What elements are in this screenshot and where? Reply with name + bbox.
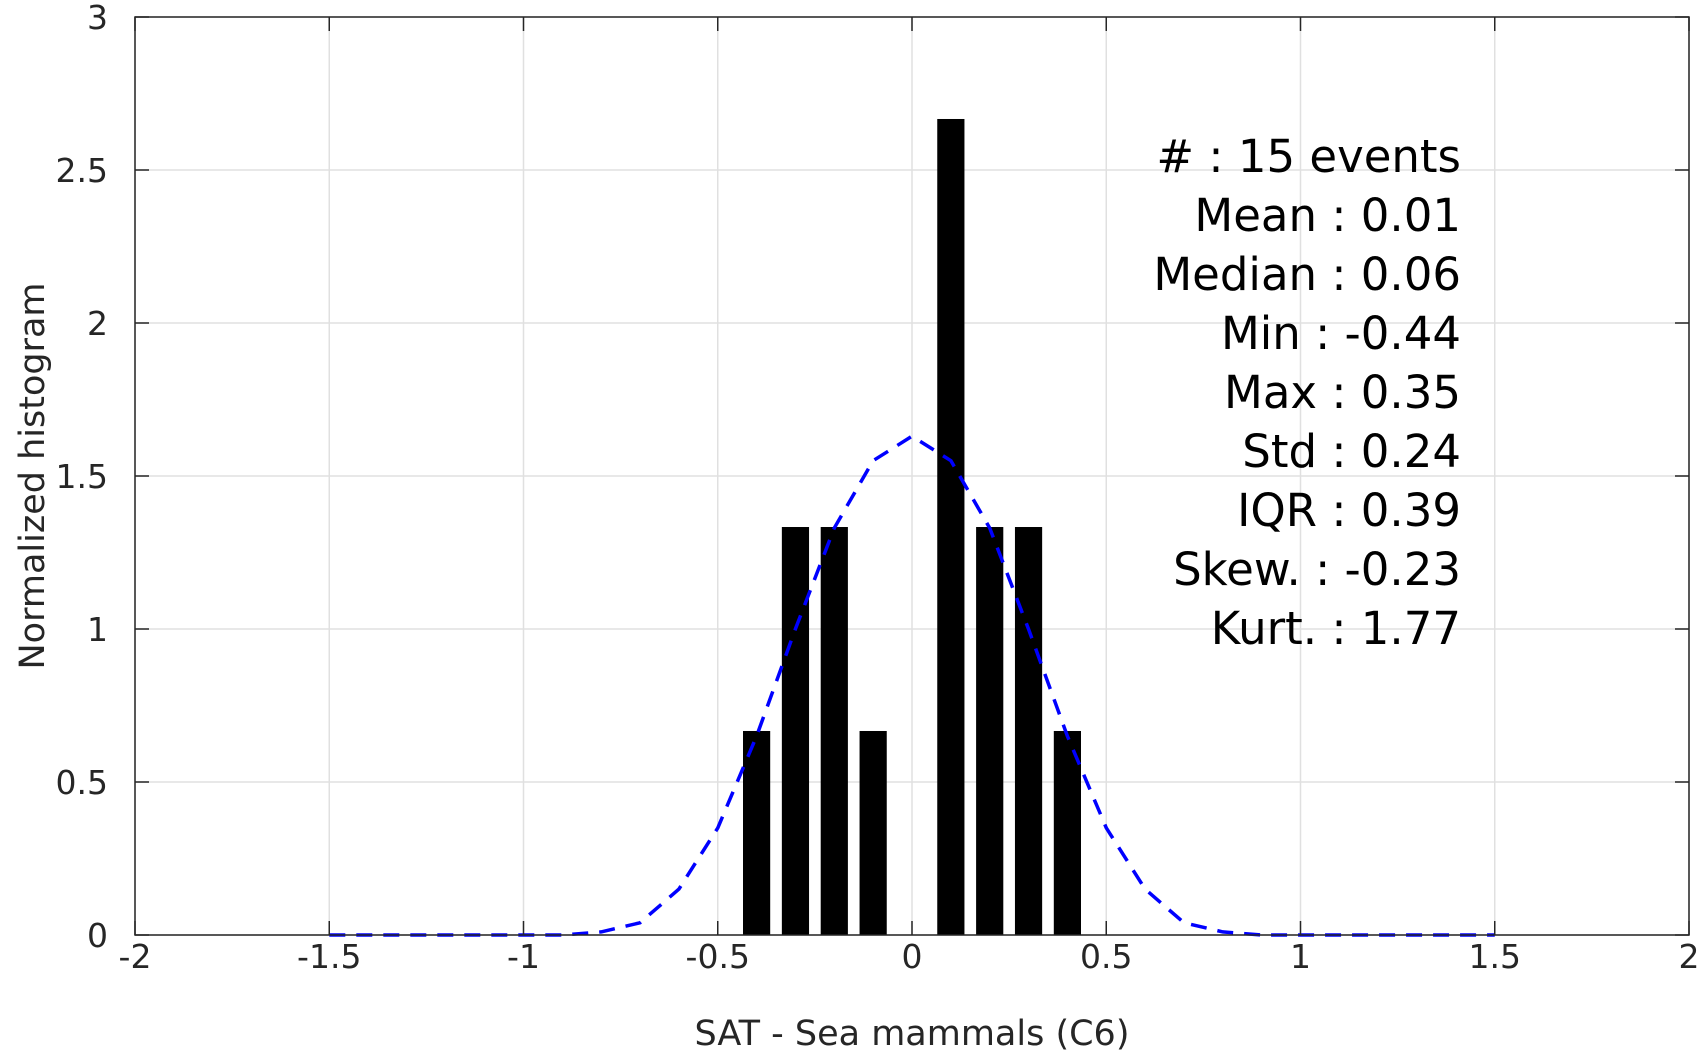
histogram-bar xyxy=(743,730,771,935)
y-tick-label: 3 xyxy=(87,0,108,37)
x-tick-label: 0 xyxy=(902,937,923,976)
y-tick-label: 2 xyxy=(87,304,108,343)
histogram-bar xyxy=(820,527,848,935)
y-tick-label: 0.5 xyxy=(56,763,108,802)
stat-line: Std : 0.24 xyxy=(1242,425,1461,478)
stat-line: IQR : 0.39 xyxy=(1237,484,1461,537)
x-tick-label: -0.5 xyxy=(686,937,750,976)
y-tick-labels: 0 0.5 1 1.5 2 2.5 3 xyxy=(56,0,108,955)
stat-line: Min : -0.44 xyxy=(1221,307,1461,360)
x-tick-label: 0.5 xyxy=(1080,937,1132,976)
y-tick-label: 0 xyxy=(87,916,108,955)
stat-line: # : 15 events xyxy=(1156,130,1461,183)
stat-line: Mean : 0.01 xyxy=(1194,189,1461,242)
histogram-bar xyxy=(781,527,810,935)
x-tick-label: 1.5 xyxy=(1469,937,1521,976)
stat-line: Kurt. : 1.77 xyxy=(1211,602,1461,655)
y-axis-label: Normalized histogram xyxy=(13,282,53,669)
gaussian-fit-curve xyxy=(329,434,1495,937)
x-tick-label: -1 xyxy=(507,937,540,976)
y-tick-label: 1 xyxy=(87,610,108,649)
stat-line: Max : 0.35 xyxy=(1224,366,1461,419)
histogram-bar xyxy=(976,527,1004,935)
histogram-bars xyxy=(743,118,1081,935)
x-axis-label: SAT - Sea mammals (C6) xyxy=(695,1014,1130,1053)
x-tick-label: -2 xyxy=(119,937,152,976)
y-tick-label: 1.5 xyxy=(56,457,108,496)
histogram-bar xyxy=(937,118,965,935)
stat-line: Skew. : -0.23 xyxy=(1173,543,1461,596)
histogram-bar xyxy=(859,730,887,935)
y-tick-label: 2.5 xyxy=(56,151,108,190)
x-tick-label: 2 xyxy=(1679,937,1700,976)
statistics-annotation: # : 15 events Mean : 0.01 Median : 0.06 Min… xyxy=(1153,130,1461,655)
stat-line: Median : 0.06 xyxy=(1153,248,1461,301)
x-tick-labels: -2 -1.5 -1 -0.5 0 0.5 1 1.5 2 xyxy=(119,937,1700,976)
x-tick-label: -1.5 xyxy=(297,937,361,976)
x-tick-label: 1 xyxy=(1290,937,1311,976)
histogram-bar xyxy=(1053,730,1081,935)
histogram-bar xyxy=(1014,527,1043,935)
axis-ticks xyxy=(134,16,1690,936)
